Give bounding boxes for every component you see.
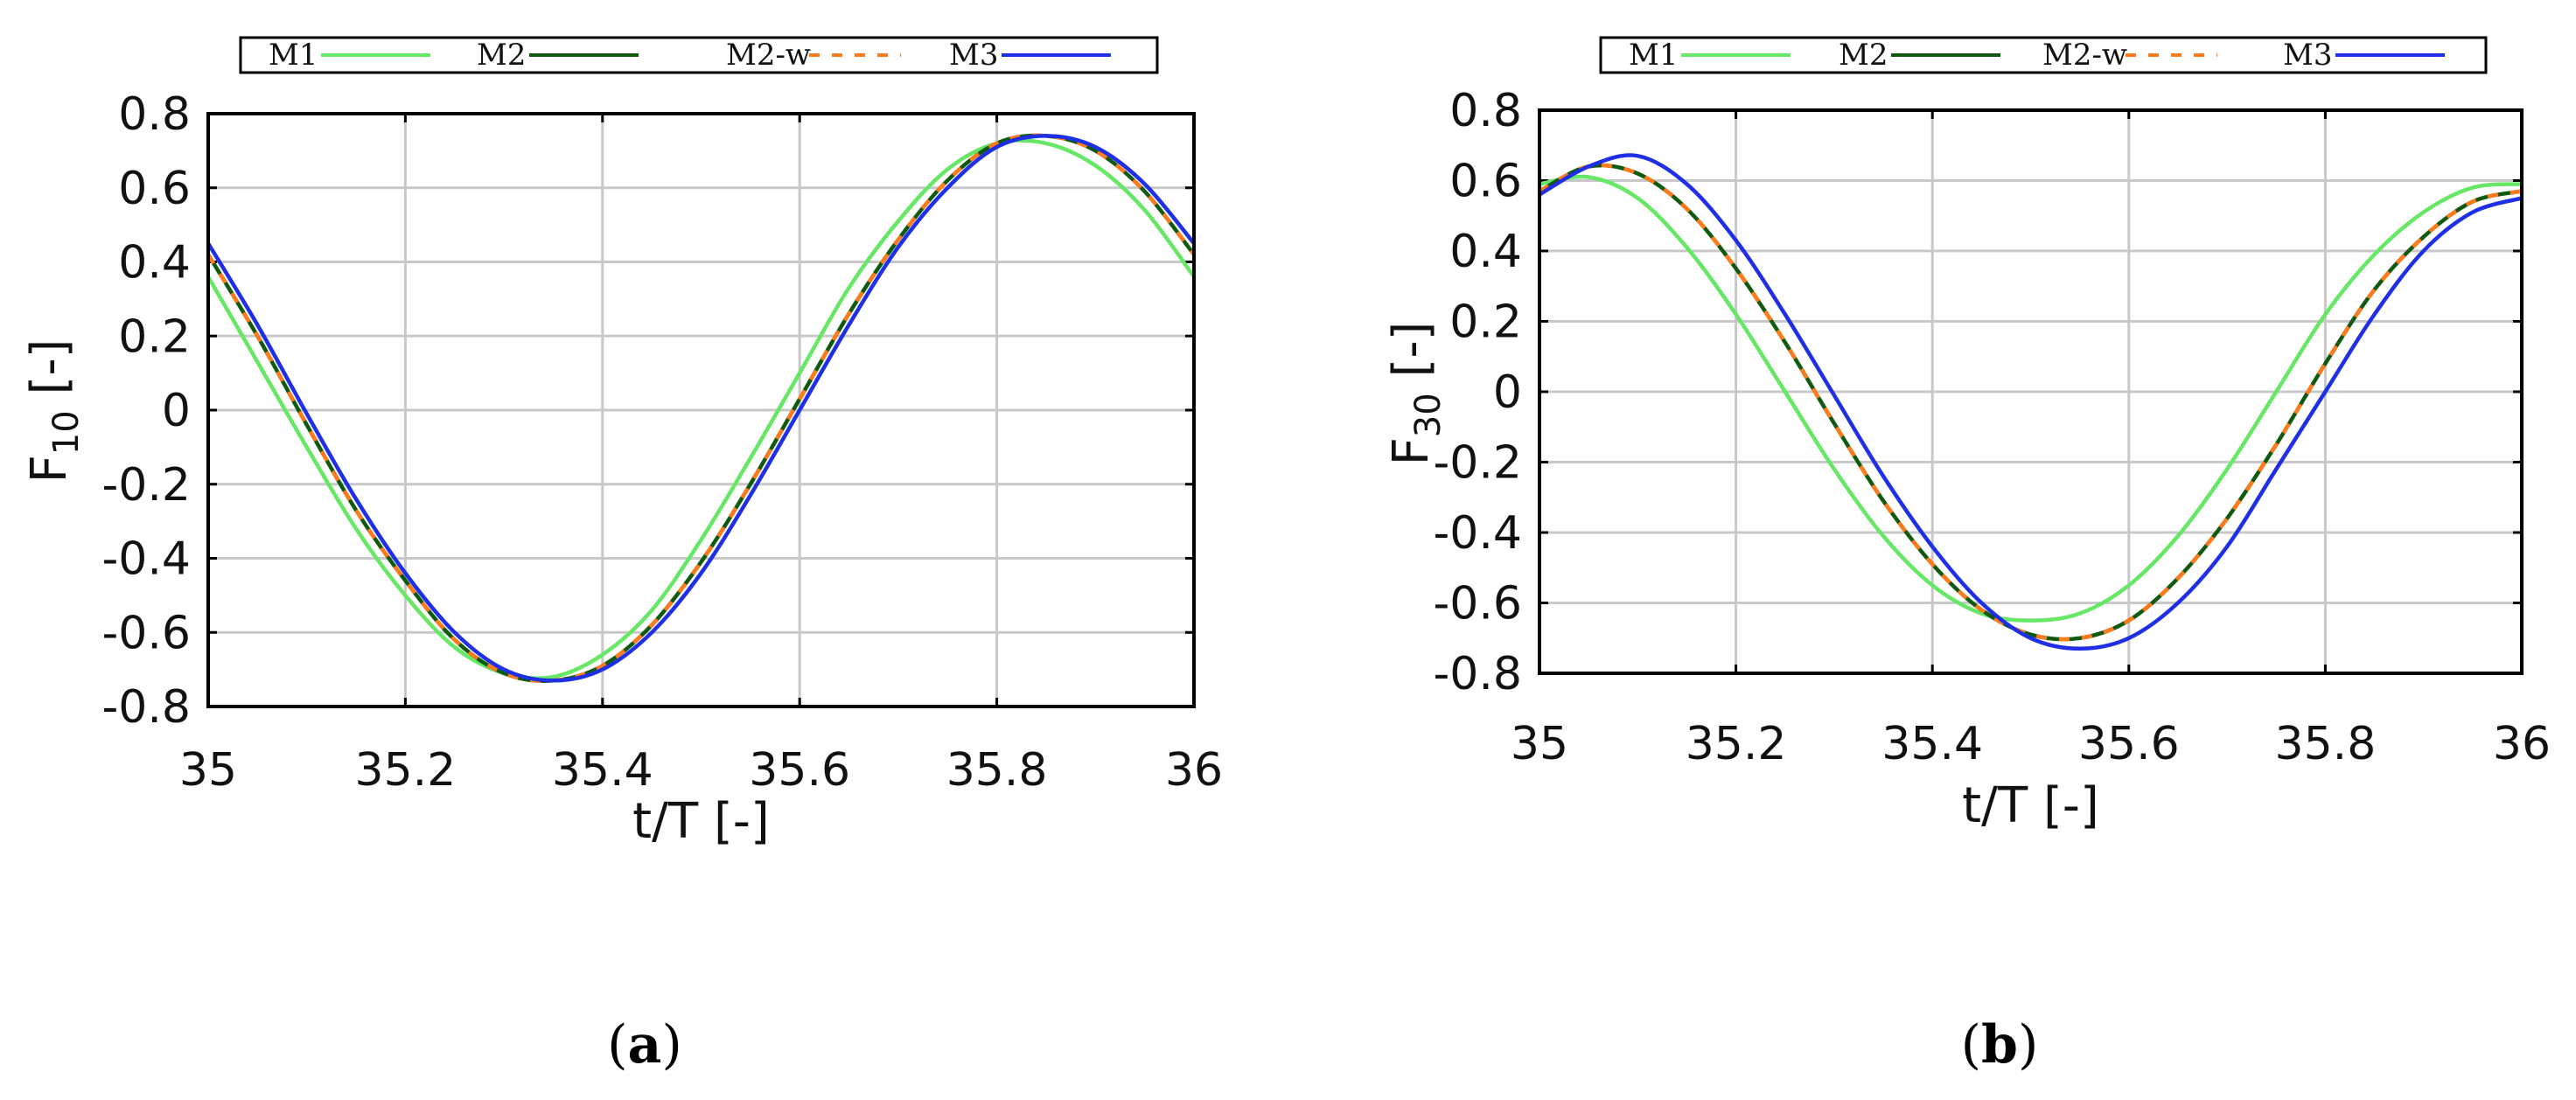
- legend-label-m2-w: M2-w: [726, 38, 811, 73]
- y-tick-label: 0: [162, 385, 191, 437]
- y-axis-label: F30 [-]: [1383, 322, 1449, 466]
- x-tick-label: 35: [179, 744, 237, 797]
- series-group: [1539, 153, 2522, 651]
- legend-label-m1: M1: [269, 38, 318, 73]
- series-line-m1: [1539, 174, 2522, 623]
- y-axis-label-main: F: [1383, 437, 1440, 465]
- y-axis-label-subscript: 30: [1408, 393, 1449, 437]
- x-tick-label: 35.2: [1686, 718, 1787, 770]
- y-tick-label: 0.4: [118, 237, 191, 289]
- y-tick-label: -0.8: [102, 681, 191, 734]
- y-tick-label: 0.4: [1449, 226, 1522, 278]
- panel-caption: (a): [607, 1014, 682, 1076]
- y-axis-label-unit: [-]: [21, 339, 78, 411]
- legend-label-m3: M3: [2283, 38, 2332, 73]
- y-tick-label: -0.6: [1434, 578, 1522, 630]
- series-line-m3: [208, 134, 1194, 683]
- y-tick-label: -0.6: [102, 607, 191, 659]
- x-axis-label: t/T [-]: [1962, 777, 2099, 834]
- plot-frame: [1538, 108, 2524, 675]
- y-axis-label: F10 [-]: [21, 339, 87, 484]
- y-tick-label: 0.6: [118, 163, 191, 215]
- y-tick-label: -0.4: [1434, 507, 1522, 560]
- x-tick-label: 35.2: [355, 744, 457, 797]
- x-tick-label: 35.8: [946, 744, 1048, 797]
- panel-caption-letter: a: [628, 1014, 662, 1076]
- y-tick-label: 0.2: [118, 310, 191, 363]
- x-tick-label: 35.4: [1881, 718, 1983, 770]
- y-tick-label: 0.2: [1449, 296, 1522, 349]
- panel-caption: (b): [1961, 1014, 2039, 1076]
- panel-a-chart: 35 35.2 35.4 35.6 35.8 36 0.8 0.6 0.4 0.2 0 -0.2 -0.…: [21, 36, 1223, 1076]
- legend-label-m2: M2: [477, 38, 526, 73]
- y-tick-label: -0.4: [102, 533, 191, 586]
- x-tick-label: 35.4: [552, 744, 653, 797]
- y-tick-label: -0.2: [102, 459, 191, 512]
- panel-caption-open: (: [1961, 1014, 1981, 1076]
- y-axis-label-subscript: 10: [46, 410, 87, 455]
- x-tick-label: 36: [2493, 718, 2551, 770]
- panel-b-chart: 35 35.2 35.4 35.6 35.8 36 0.8 0.6 0.4 0.2 0 -0.2 -0.…: [1383, 36, 2551, 1076]
- series-line-m2-w: [1539, 163, 2522, 642]
- y-axis-label-unit: [-]: [1383, 322, 1440, 393]
- y-axis-label-main: F: [21, 455, 78, 483]
- series-line-m2: [1539, 163, 2522, 642]
- panel-caption-close: ): [661, 1014, 681, 1076]
- legend-label-m2: M2: [1839, 38, 1888, 73]
- x-tick-label: 35.6: [749, 744, 850, 797]
- y-tick-label: -0.8: [1434, 648, 1522, 700]
- series-line-m3: [1539, 153, 2522, 651]
- x-axis-label: t/T [-]: [632, 793, 770, 850]
- panel-caption-close: ): [2018, 1014, 2038, 1076]
- plot-frame: [206, 112, 1196, 708]
- x-tick-label: 36: [1165, 744, 1223, 797]
- legend-label-m3: M3: [949, 38, 998, 73]
- series-group: [208, 133, 1194, 683]
- panel-caption-letter: b: [1981, 1014, 2018, 1076]
- x-tick-label: 35.6: [2078, 718, 2180, 770]
- series-line-m2-w: [208, 133, 1194, 683]
- y-tick-label: -0.2: [1434, 437, 1522, 490]
- panel-caption-open: (: [607, 1014, 627, 1076]
- legend-label-m1: M1: [1629, 38, 1678, 73]
- y-tick-label: 0.8: [118, 88, 191, 141]
- y-tick-label: 0.6: [1449, 156, 1522, 208]
- legend-label-m2-w: M2-w: [2042, 38, 2127, 73]
- x-tick-label: 35.8: [2275, 718, 2377, 770]
- series-line-m2: [208, 133, 1194, 683]
- y-tick-label: 0: [1493, 366, 1522, 419]
- x-tick-label: 35: [1511, 718, 1568, 770]
- y-tick-label: 0.8: [1449, 85, 1522, 137]
